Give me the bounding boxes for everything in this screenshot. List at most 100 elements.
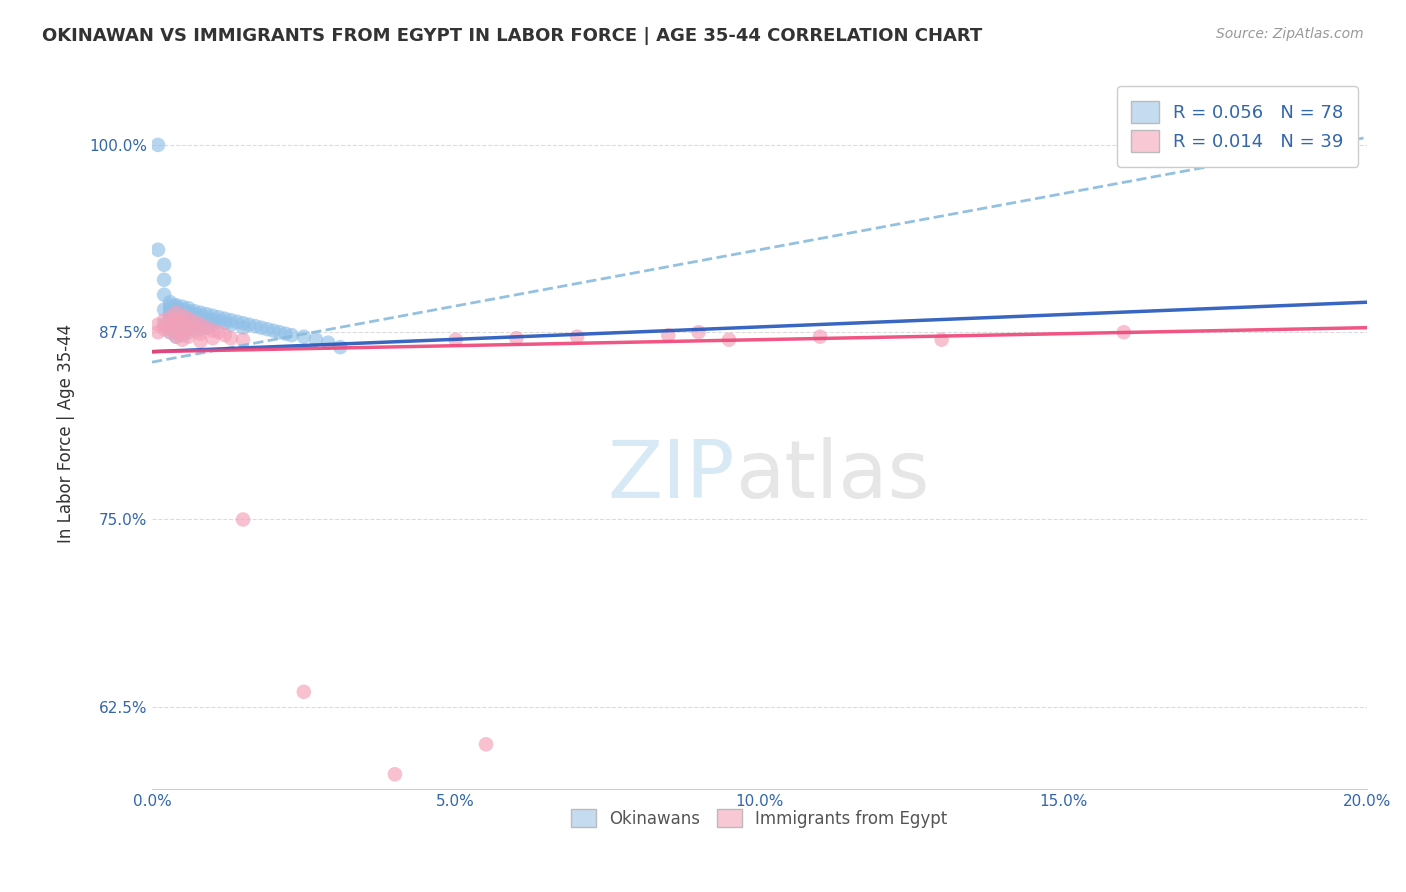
Point <box>190 309 212 323</box>
Point <box>153 302 176 317</box>
Point <box>201 309 224 323</box>
Point <box>219 331 242 345</box>
Point <box>172 333 194 347</box>
Point <box>190 318 212 332</box>
Point <box>292 329 315 343</box>
Point <box>153 322 176 336</box>
Point <box>172 328 194 343</box>
Point <box>232 316 254 330</box>
Point <box>717 333 740 347</box>
Point <box>1112 325 1135 339</box>
Point <box>146 318 169 332</box>
Point <box>190 306 212 320</box>
Point <box>172 316 194 330</box>
Point <box>177 325 200 339</box>
Point <box>172 325 194 339</box>
Point <box>657 328 679 343</box>
Point <box>159 310 181 325</box>
Point <box>159 306 181 320</box>
Point <box>505 331 527 345</box>
Point <box>153 313 176 327</box>
Point <box>172 306 194 320</box>
Point <box>183 315 205 329</box>
Point <box>250 320 273 334</box>
Point <box>274 326 297 341</box>
Point <box>153 258 176 272</box>
Point <box>172 309 194 323</box>
Point <box>177 320 200 334</box>
Y-axis label: In Labor Force | Age 35-44: In Labor Force | Age 35-44 <box>58 324 75 543</box>
Point <box>280 328 302 343</box>
Point <box>232 333 254 347</box>
Point <box>219 313 242 327</box>
Point <box>201 331 224 345</box>
Point <box>444 333 467 347</box>
Point <box>808 329 831 343</box>
Point <box>195 320 218 334</box>
Point <box>153 273 176 287</box>
Point <box>208 315 231 329</box>
Point <box>208 310 231 325</box>
Point <box>165 306 187 320</box>
Point <box>183 311 205 326</box>
Point <box>232 512 254 526</box>
Point <box>190 326 212 341</box>
Point <box>183 307 205 321</box>
Point <box>159 310 181 325</box>
Point <box>159 313 181 327</box>
Point <box>195 311 218 326</box>
Text: ZIP: ZIP <box>607 437 735 515</box>
Point <box>177 304 200 318</box>
Point <box>177 316 200 330</box>
Point <box>201 324 224 338</box>
Point <box>201 318 224 332</box>
Point <box>165 300 187 314</box>
Point <box>146 137 169 152</box>
Text: Source: ZipAtlas.com: Source: ZipAtlas.com <box>1216 27 1364 41</box>
Point <box>159 298 181 312</box>
Point <box>177 307 200 321</box>
Point <box>329 340 352 354</box>
Point <box>153 287 176 301</box>
Point <box>475 737 498 751</box>
Point <box>159 320 181 334</box>
Point <box>565 329 588 343</box>
Point <box>190 334 212 348</box>
Point <box>177 320 200 334</box>
Text: OKINAWAN VS IMMIGRANTS FROM EGYPT IN LABOR FORCE | AGE 35-44 CORRELATION CHART: OKINAWAN VS IMMIGRANTS FROM EGYPT IN LAB… <box>42 27 983 45</box>
Point <box>165 306 187 320</box>
Point <box>195 307 218 321</box>
Point <box>256 322 278 336</box>
Legend: Okinawans, Immigrants from Egypt: Okinawans, Immigrants from Egypt <box>564 803 955 834</box>
Point <box>183 304 205 318</box>
Point <box>219 318 242 332</box>
Point <box>214 316 236 330</box>
Point <box>172 322 194 336</box>
Point <box>165 322 187 336</box>
Point <box>177 311 200 326</box>
Point <box>159 295 181 310</box>
Point <box>172 300 194 314</box>
Point <box>214 311 236 326</box>
Point <box>165 325 187 339</box>
Point <box>226 315 249 329</box>
Point <box>177 329 200 343</box>
Point <box>201 313 224 327</box>
Point <box>305 333 328 347</box>
Point <box>195 316 218 330</box>
Point <box>172 318 194 332</box>
Point <box>165 329 187 343</box>
Point <box>165 318 187 332</box>
Point <box>159 302 181 317</box>
Point <box>165 298 187 312</box>
Point <box>384 767 406 781</box>
Point <box>159 325 181 339</box>
Point <box>172 302 194 317</box>
Point <box>153 318 176 332</box>
Point <box>159 318 181 332</box>
Point <box>165 309 187 323</box>
Point <box>931 333 953 347</box>
Text: atlas: atlas <box>735 437 929 515</box>
Point <box>183 324 205 338</box>
Point <box>165 302 187 317</box>
